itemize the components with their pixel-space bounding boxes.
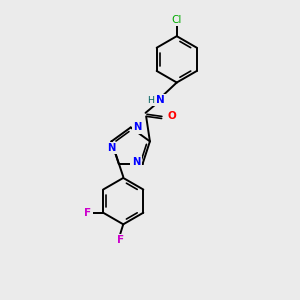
Text: F: F <box>84 208 91 218</box>
Text: H: H <box>147 96 154 105</box>
Text: N: N <box>107 143 116 153</box>
Text: N: N <box>156 95 165 105</box>
Text: F: F <box>117 236 124 245</box>
Text: Cl: Cl <box>172 15 182 25</box>
Text: N: N <box>132 158 140 167</box>
Text: O: O <box>167 111 176 122</box>
Text: N: N <box>133 122 141 132</box>
